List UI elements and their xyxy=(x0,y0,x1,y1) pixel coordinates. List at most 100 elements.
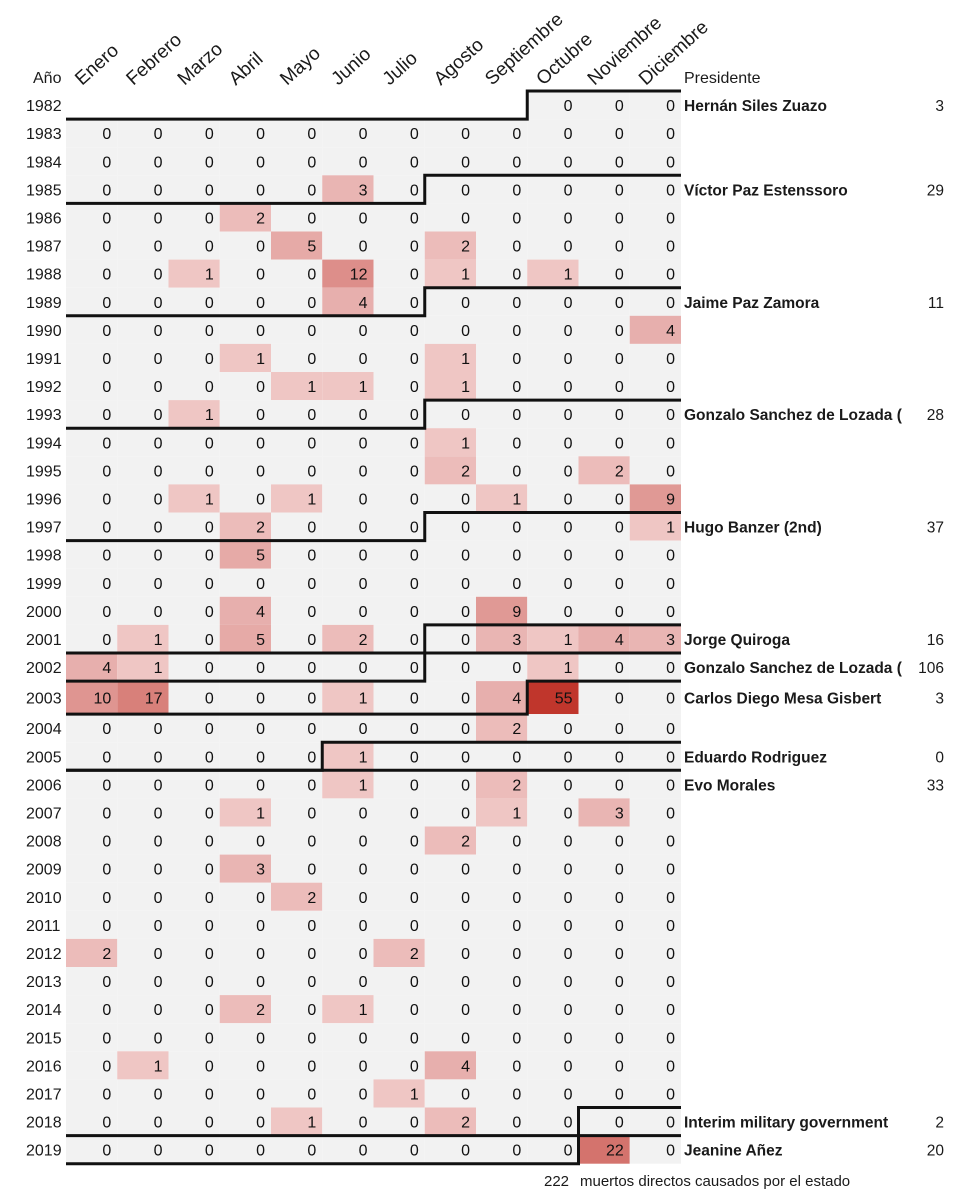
heatmap-cell xyxy=(373,624,425,653)
heatmap-cell xyxy=(271,540,323,569)
heatmap-cell xyxy=(117,287,169,316)
heatmap-cell xyxy=(219,1079,271,1108)
cell-value-label: 0 xyxy=(564,604,573,621)
cell-value-label: 0 xyxy=(154,834,163,851)
cell-value-label: 0 xyxy=(256,1143,265,1160)
heatmap-cell xyxy=(476,287,528,316)
year-label: 2006 xyxy=(26,777,62,794)
heatmap-cell xyxy=(424,231,476,260)
heatmap-cell xyxy=(271,882,323,911)
cell-value-label: 0 xyxy=(564,974,573,991)
president-name: Víctor Paz Estenssoro xyxy=(684,182,848,199)
cell-value-label: 0 xyxy=(359,210,368,227)
heatmap-cell xyxy=(578,742,630,771)
heatmap-cell xyxy=(527,484,579,513)
cell-value-label: 0 xyxy=(205,749,214,766)
cell-value-label: 0 xyxy=(512,834,521,851)
heatmap-cell xyxy=(629,1107,681,1136)
cell-value-label: 0 xyxy=(359,351,368,368)
cell-value-label: 0 xyxy=(512,862,521,879)
heatmap-cell xyxy=(476,1023,528,1052)
heatmap-cell xyxy=(219,1023,271,1052)
heatmap-cell xyxy=(373,428,425,457)
year-label: 1996 xyxy=(26,491,62,508)
heatmap-cell xyxy=(578,854,630,883)
cell-value-label: 1 xyxy=(461,267,470,284)
heatmap-cell xyxy=(476,1135,528,1164)
cell-value-label: 1 xyxy=(154,660,163,677)
president-total: 106 xyxy=(918,660,944,677)
cell-value-label: 4 xyxy=(461,1058,470,1075)
heatmap-cell xyxy=(322,568,374,597)
cell-value-label: 0 xyxy=(461,862,470,879)
cell-layer: 0 0 0 0 0 0 0 0 0 0 0 0 0 0 0 0 0 0 0 0 0 0 0 0 0 0 0 0 0 0 0 0 3 0 0 0 0 0 0 0… xyxy=(66,91,681,1164)
heatmap-cell xyxy=(66,910,118,939)
heatmap-cell xyxy=(424,568,476,597)
cell-value-label: 0 xyxy=(512,435,521,452)
heatmap-cell xyxy=(424,596,476,625)
heatmap-cell xyxy=(578,147,630,176)
heatmap-cell xyxy=(271,400,323,429)
cell-value-label: 0 xyxy=(307,660,316,677)
heatmap-cell xyxy=(271,175,323,204)
cell-value-label: 0 xyxy=(359,721,368,738)
cell-value-label: 0 xyxy=(410,834,419,851)
heatmap-cell xyxy=(476,910,528,939)
cell-value-label: 0 xyxy=(461,1030,470,1047)
cell-value-label: 0 xyxy=(666,691,675,708)
heatmap-cell xyxy=(629,400,681,429)
cell-value-label: 2 xyxy=(461,239,470,256)
cell-value-label: 0 xyxy=(205,520,214,537)
heatmap-cell xyxy=(271,231,323,260)
heatmap-cell xyxy=(578,456,630,485)
cell-value-label: 0 xyxy=(154,435,163,452)
heatmap-cell xyxy=(578,568,630,597)
cell-value-label: 0 xyxy=(205,548,214,565)
cell-value-label: 0 xyxy=(205,890,214,907)
heatmap-cell xyxy=(629,484,681,513)
heatmap-cell xyxy=(322,540,374,569)
cell-value-label: 0 xyxy=(461,1086,470,1103)
heatmap-cell xyxy=(66,854,118,883)
heatmap-cell xyxy=(424,1079,476,1108)
heatmap-cell xyxy=(578,1079,630,1108)
cell-value-label: 1 xyxy=(410,1086,419,1103)
heatmap-cell xyxy=(578,714,630,743)
heatmap-cell xyxy=(373,596,425,625)
heatmap-cell xyxy=(424,315,476,344)
term-boundary-line xyxy=(66,623,681,655)
cell-value-label: 0 xyxy=(666,126,675,143)
year-label: 2012 xyxy=(26,946,62,963)
heatmap-cell xyxy=(578,315,630,344)
heatmap-cell xyxy=(117,175,169,204)
cell-value-label: 0 xyxy=(256,777,265,794)
cell-value-label: 0 xyxy=(512,267,521,284)
cell-value-label: 0 xyxy=(154,805,163,822)
year-label: 1994 xyxy=(26,435,62,452)
heatmap-cell xyxy=(271,1051,323,1080)
cell-value-label: 0 xyxy=(410,1115,419,1132)
cell-value-label: 0 xyxy=(410,1143,419,1160)
heatmap-cell xyxy=(271,1107,323,1136)
cell-value-label: 0 xyxy=(410,295,419,312)
term-boundary-line xyxy=(66,651,681,683)
cell-value-label: 0 xyxy=(564,98,573,115)
cell-value-label: 0 xyxy=(564,407,573,424)
cell-value-label: 0 xyxy=(461,805,470,822)
heatmap-cell xyxy=(629,512,681,541)
cell-value-label: 0 xyxy=(666,154,675,171)
cell-value-label: 0 xyxy=(154,721,163,738)
president-name: Eduardo Rodriguez xyxy=(684,749,827,766)
heatmap-cell xyxy=(168,1135,220,1164)
heatmap-cell xyxy=(271,512,323,541)
year-label: 2016 xyxy=(26,1058,62,1075)
cell-value-label: 1 xyxy=(359,1002,368,1019)
heatmap-cell xyxy=(629,568,681,597)
cell-value-label: 0 xyxy=(666,890,675,907)
heatmap-cell xyxy=(629,624,681,653)
cell-value-label: 0 xyxy=(307,632,316,649)
cell-value-label: 0 xyxy=(256,721,265,738)
heatmap-cell xyxy=(66,1135,118,1164)
cell-value-label: 0 xyxy=(102,604,111,621)
